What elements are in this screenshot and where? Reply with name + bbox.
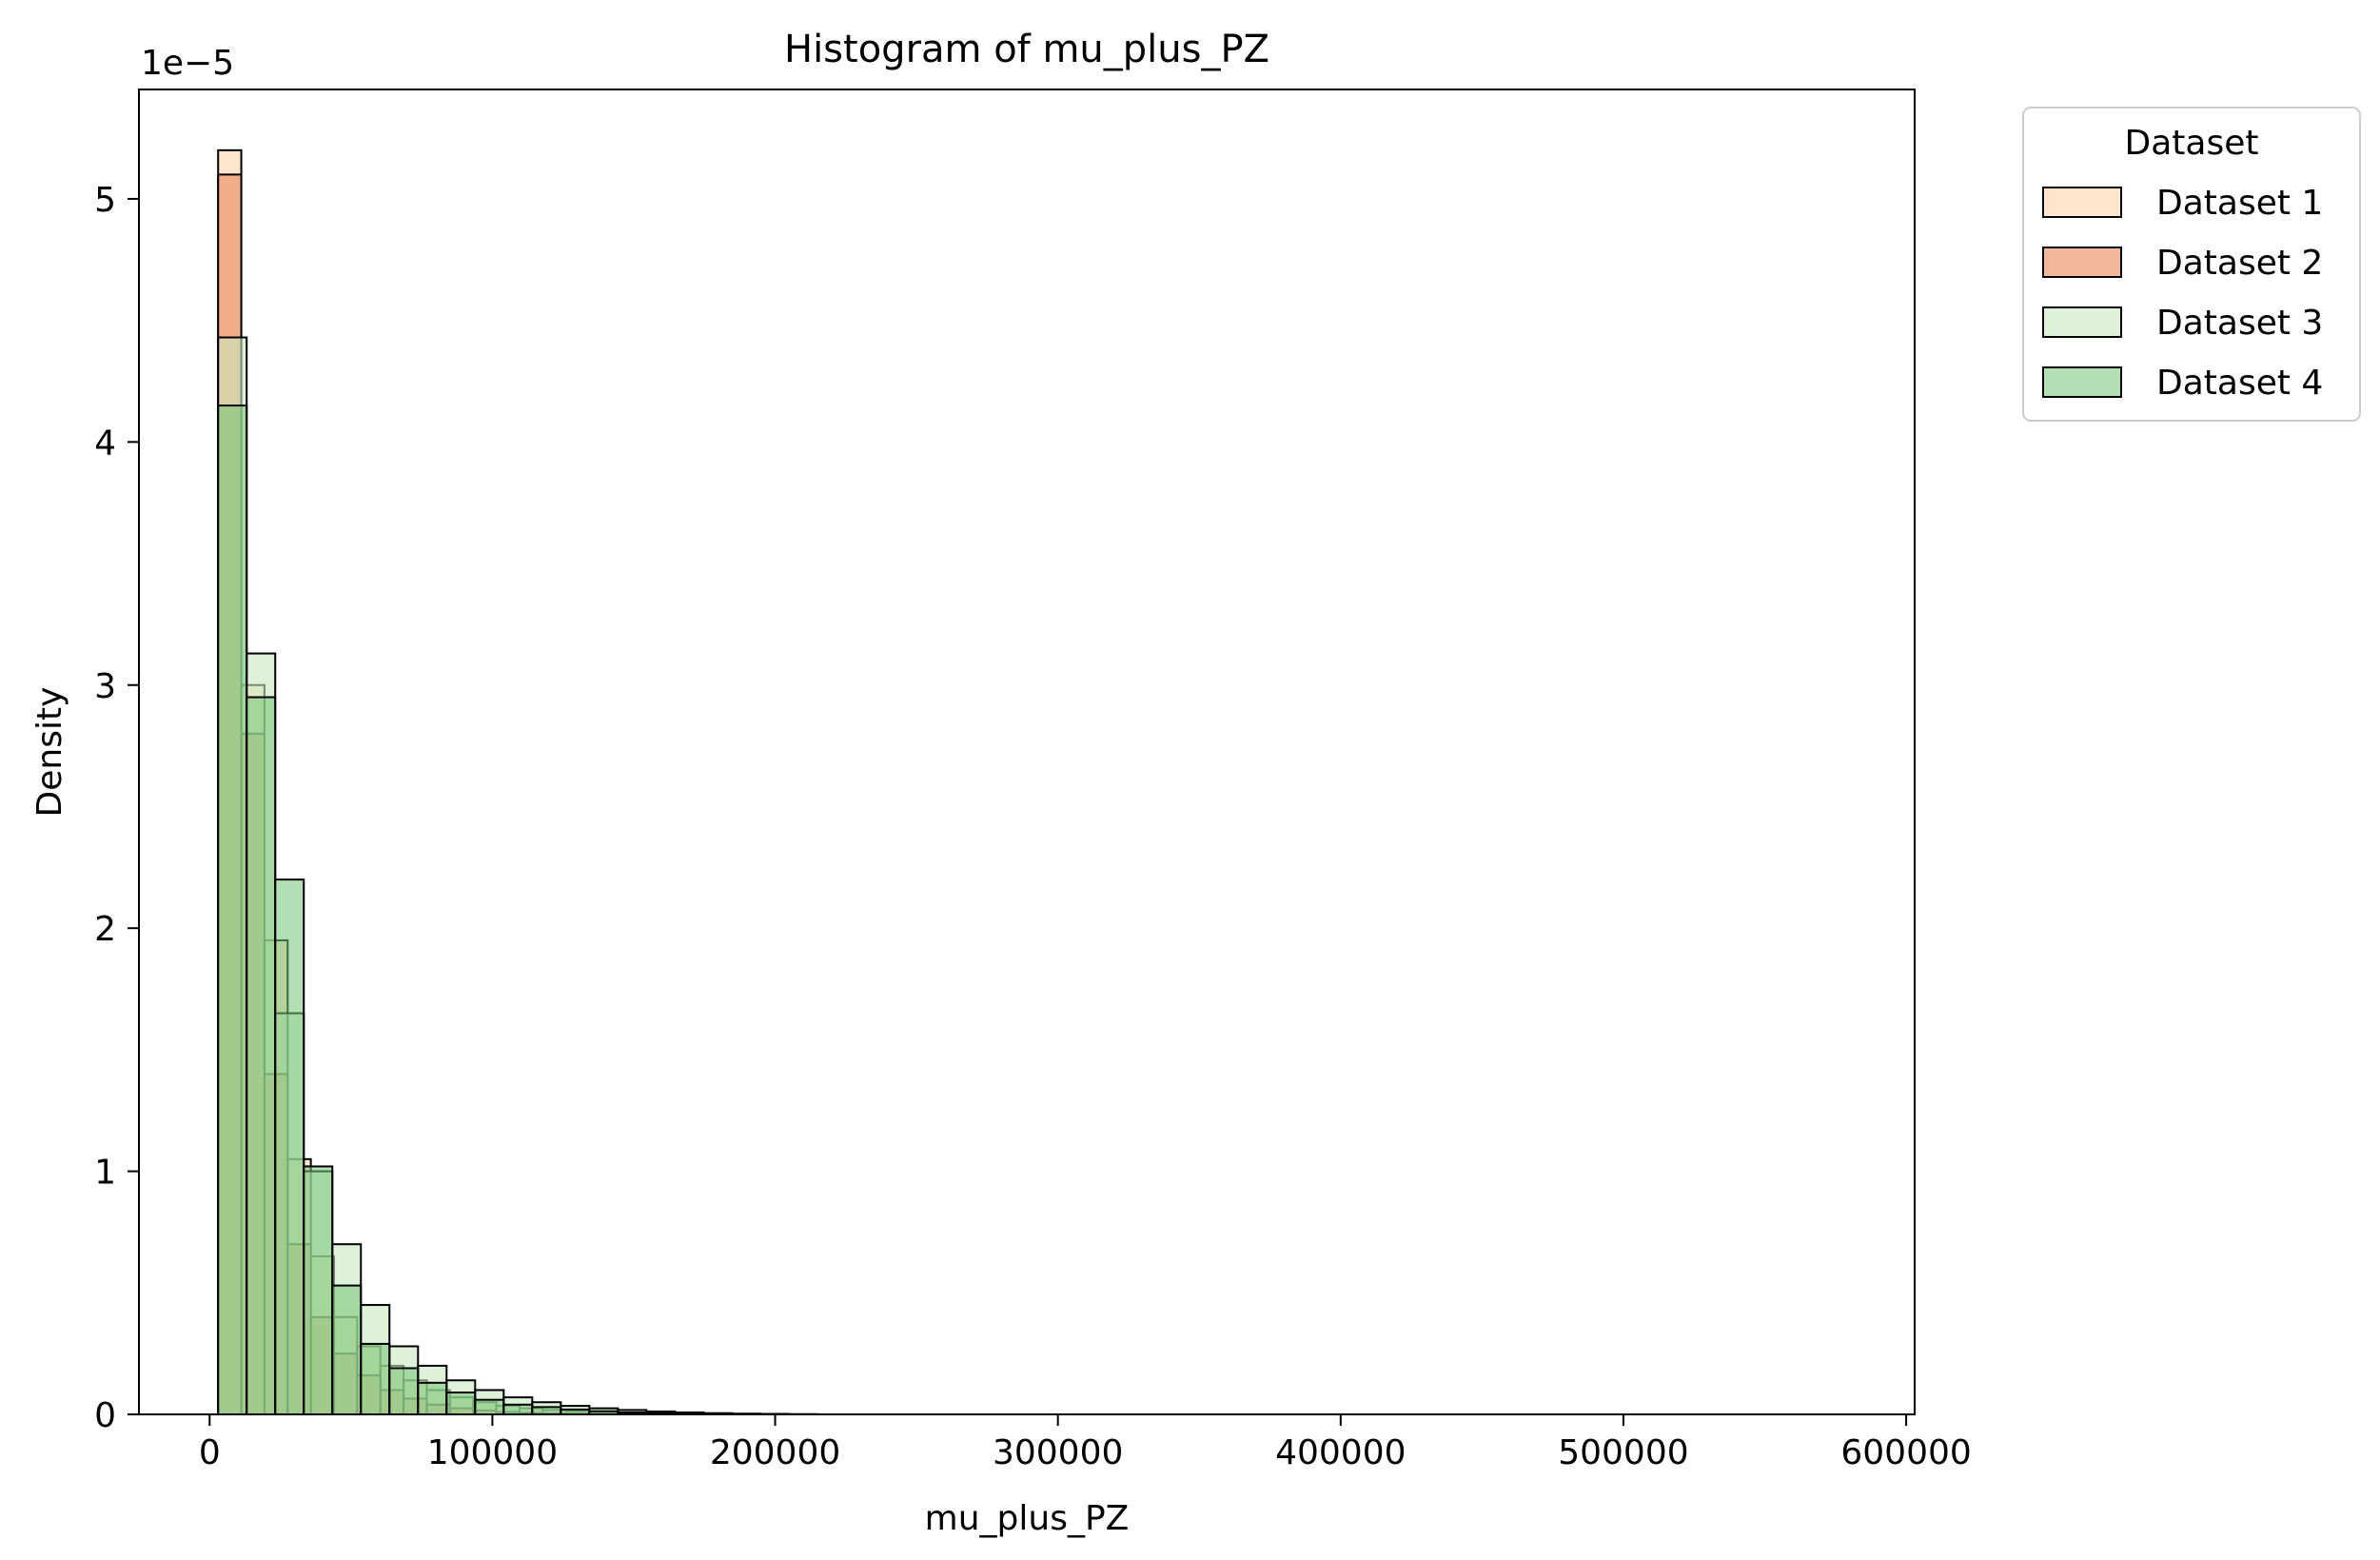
y-tick-label: 5 [94,181,116,220]
legend-label: Dataset 2 [2156,244,2323,283]
histogram-bar [331,1284,363,1415]
histogram-bar [417,1381,448,1416]
x-tick-label: 0 [199,1433,221,1472]
legend-label: Dataset 1 [2156,184,2323,223]
axes-frame [138,89,1916,1415]
x-axis-label: mu_plus_PZ [925,1499,1130,1538]
y-tick-label: 3 [94,667,116,706]
legend-item: Dataset 4 [2042,364,2323,403]
x-tick-label: 400000 [1275,1433,1406,1472]
histogram-bar [502,1403,534,1416]
legend-item: Dataset 2 [2042,244,2323,283]
legend-swatch [2042,247,2122,278]
histogram-bar [388,1367,420,1415]
legend-title: Dataset [2125,124,2259,163]
chart-title: Histogram of mu_plus_PZ [784,28,1269,71]
x-tick-label: 300000 [993,1433,1123,1472]
histogram-bar [360,1342,391,1416]
legend-item: Dataset 1 [2042,184,2323,223]
histogram-bar [274,879,305,1415]
legend-swatch [2042,187,2122,218]
x-axis-ticks: 0 100000 200000 300000 400000 500000 600000 [199,1414,1972,1472]
histogram-bar [217,405,248,1415]
legend-swatch [2042,366,2122,398]
series-4-bars [217,405,762,1416]
x-tick-label: 100000 [427,1433,558,1472]
x-tick-label: 200000 [710,1433,840,1472]
legend-label: Dataset 3 [2156,304,2323,343]
y-tick-label: 2 [94,910,116,949]
legend-label: Dataset 4 [2156,364,2323,403]
y-tick-label: 0 [94,1396,116,1435]
legend-item: Dataset 3 [2042,304,2323,343]
histogram-bar [474,1398,505,1416]
histogram-bars [217,148,819,1416]
x-tick-label: 600000 [1840,1433,1971,1472]
y-axis-label: Density [30,687,69,818]
histogram-bar [531,1406,562,1415]
histogram-bar [303,1165,334,1415]
y-tick-label: 4 [94,424,116,463]
x-tick-label: 500000 [1558,1433,1688,1472]
y-axis-ticks: 0 1 2 3 4 5 [94,181,139,1435]
histogram-bar [445,1392,477,1416]
histogram-bar [246,696,277,1415]
y-axis-offset-text: 1e−5 [141,44,234,83]
legend-swatch [2042,306,2122,338]
legend-items: Dataset 1 Dataset 2 Dataset 3 Dataset 4 [2042,184,2323,403]
legend-frame [2022,107,2361,422]
y-tick-label: 1 [94,1154,116,1193]
